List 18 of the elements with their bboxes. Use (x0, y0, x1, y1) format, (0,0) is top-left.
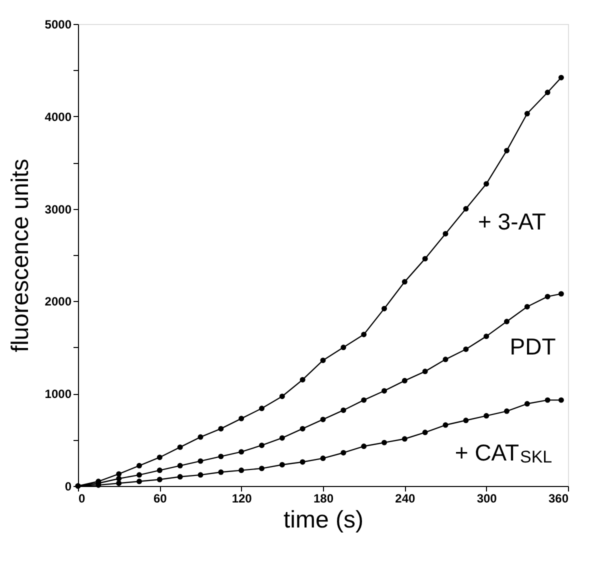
x-tick-label: 0 (78, 492, 86, 506)
x-tick-label: 360 (548, 492, 569, 506)
y-tick-label: 5000 (44, 18, 72, 32)
y-tick-label: 2000 (44, 294, 72, 309)
x-tick-label: 240 (395, 492, 416, 506)
x-axis-title: time (s) (284, 506, 364, 534)
x-tick-label: 180 (313, 492, 334, 506)
y-tick-label: 0 (64, 480, 72, 494)
y-axis-title: fluorescence units (6, 158, 34, 352)
x-tick-label: 300 (476, 492, 498, 506)
x-tick-label: 120 (232, 492, 252, 506)
y-tick-label: 4000 (44, 110, 72, 124)
y-tick-label: 3000 (44, 202, 72, 216)
series-label: + CATSKL (454, 440, 552, 467)
series-label: + 3-AT (478, 208, 546, 235)
x-tick-label: 60 (153, 492, 168, 506)
y-tick-label: 1000 (44, 387, 72, 402)
series-label: PDT (510, 333, 556, 360)
